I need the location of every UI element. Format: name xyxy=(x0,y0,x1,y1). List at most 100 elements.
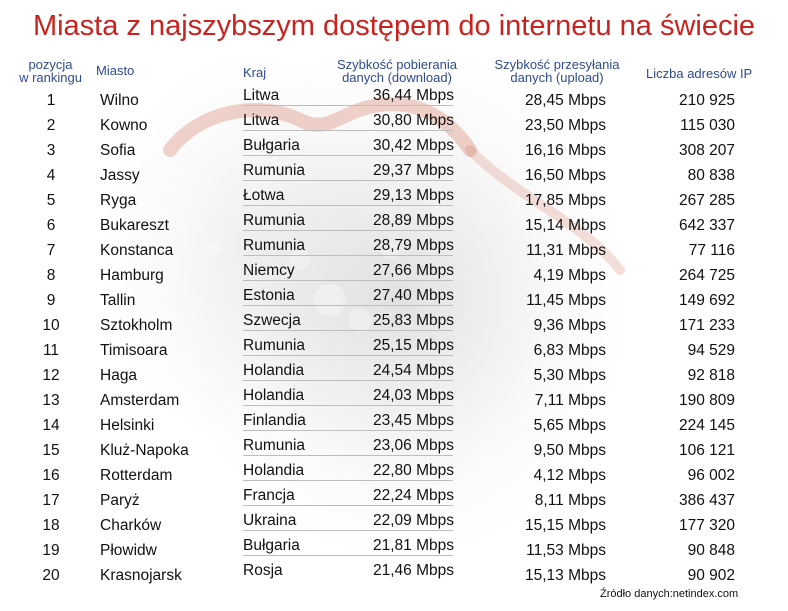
cell-city: Amsterdam xyxy=(100,392,180,409)
cell-country: Rosja xyxy=(243,562,283,579)
cell-ip-count: 190 809 xyxy=(678,392,735,409)
table-row: 12 Haga Holandia 24,54 Mbps 5,30 Mbps 92 818 xyxy=(0,362,788,388)
table-row: 3 Sofia Bułgaria 30,42 Mbps 16,16 Mbps 308 20… xyxy=(0,137,788,163)
table-row: 10 Sztokholm Szwecja 25,83 Mbps 9,36 Mbps 171… xyxy=(0,312,788,338)
row-divider xyxy=(243,255,453,256)
cell-ip-count: 267 285 xyxy=(678,192,735,209)
cell-position: 13 xyxy=(42,392,60,409)
row-divider xyxy=(243,480,453,481)
row-divider xyxy=(243,430,453,431)
row-divider xyxy=(243,230,453,231)
row-divider xyxy=(243,280,453,281)
cell-city: Rotterdam xyxy=(100,467,173,484)
cell-country: Bułgaria xyxy=(243,537,300,554)
cell-ip-count: 94 529 xyxy=(687,342,735,359)
cell-city: Helsinki xyxy=(100,417,155,434)
cell-ip-count: 171 233 xyxy=(678,317,735,334)
cell-download: 24,03 Mbps xyxy=(373,387,454,404)
cell-city: Kowno xyxy=(100,117,148,134)
table-row: 17 Paryż Francja 22,24 Mbps 8,11 Mbps 386 437 xyxy=(0,487,788,513)
cell-upload: 15,13 Mbps xyxy=(525,567,606,584)
cell-upload: 4,19 Mbps xyxy=(533,267,606,284)
cell-download: 36,44 Mbps xyxy=(373,87,454,104)
cell-country: Estonia xyxy=(243,287,295,304)
cell-country: Holandia xyxy=(243,362,305,379)
header-upload-line1: Szybkość przesyłania xyxy=(494,57,620,72)
cell-upload: 11,31 Mbps xyxy=(526,242,606,259)
cell-country: Francja xyxy=(243,487,295,504)
cell-upload: 28,45 Mbps xyxy=(525,92,606,109)
cell-position: 16 xyxy=(42,467,60,484)
cell-city: Sztokholm xyxy=(100,317,173,334)
cell-position: 4 xyxy=(46,167,56,184)
cell-position: 5 xyxy=(46,192,56,209)
cell-position: 8 xyxy=(46,267,56,284)
cell-download: 27,66 Mbps xyxy=(373,262,454,279)
table-row: 2 Kowno Litwa 30,80 Mbps 23,50 Mbps 115 030 xyxy=(0,112,788,138)
table-row: 9 Tallin Estonia 27,40 Mbps 11,45 Mbps 149 69… xyxy=(0,287,788,313)
header-position: pozycja w rankingu xyxy=(8,58,93,84)
cell-position: 17 xyxy=(42,492,60,509)
table-row: 13 Amsterdam Holandia 24,03 Mbps 7,11 Mbps 19… xyxy=(0,387,788,413)
cell-download: 30,42 Mbps xyxy=(373,137,454,154)
row-divider xyxy=(243,180,453,181)
cell-download: 25,15 Mbps xyxy=(373,337,454,354)
cell-upload: 23,50 Mbps xyxy=(525,117,606,134)
table-row: 8 Hamburg Niemcy 27,66 Mbps 4,19 Mbps 264 725 xyxy=(0,262,788,288)
header-ip: Liczba adresów IP xyxy=(646,66,753,81)
cell-city: Wilno xyxy=(100,92,139,109)
cell-download: 22,09 Mbps xyxy=(373,512,454,529)
cell-country: Litwa xyxy=(243,87,280,104)
cell-country: Bułgaria xyxy=(243,137,300,154)
cell-city: Sofia xyxy=(100,142,136,159)
cell-upload: 15,15 Mbps xyxy=(525,517,606,534)
cell-upload: 17,85 Mbps xyxy=(525,192,606,209)
cell-download: 29,13 Mbps xyxy=(373,187,454,204)
cell-ip-count: 92 818 xyxy=(687,367,735,384)
cell-upload: 5,65 Mbps xyxy=(533,417,606,434)
cell-download: 28,79 Mbps xyxy=(373,237,454,254)
header-position-line1: pozycja xyxy=(28,57,73,72)
source-note: Źródło danych:netindex.com xyxy=(600,588,739,600)
header-upload-line2: danych (upload) xyxy=(510,70,604,85)
cell-upload: 16,16 Mbps xyxy=(525,142,606,159)
cell-download: 21,46 Mbps xyxy=(373,562,454,579)
header-download-line2: danych (download) xyxy=(342,70,452,85)
page-title: Miasta z najszybszym dostępem do interne… xyxy=(32,10,756,42)
table-row: 19 Płowidw Bułgaria 21,81 Mbps 11,53 Mbps 90 … xyxy=(0,537,788,563)
cell-upload: 16,50 Mbps xyxy=(525,167,606,184)
cell-ip-count: 386 437 xyxy=(678,492,735,509)
cell-city: Hamburg xyxy=(100,267,164,284)
cell-country: Niemcy xyxy=(243,262,295,279)
cell-download: 25,83 Mbps xyxy=(373,312,454,329)
cell-city: Charków xyxy=(100,517,162,534)
cell-download: 27,40 Mbps xyxy=(373,287,454,304)
cell-country: Finlandia xyxy=(243,412,306,429)
cell-upload: 15,14 Mbps xyxy=(525,217,606,234)
row-divider xyxy=(243,130,453,131)
table-row: 6 Bukareszt Rumunia 28,89 Mbps 15,14 Mbps 642… xyxy=(0,212,788,238)
header-download: Szybkość pobierania danych (download) xyxy=(322,58,472,84)
cell-position: 6 xyxy=(46,217,56,234)
cell-city: Jassy xyxy=(100,167,140,184)
cell-city: Płowidw xyxy=(100,542,157,559)
cell-position: 15 xyxy=(42,442,60,459)
cell-city: Tallin xyxy=(100,292,136,309)
row-divider xyxy=(243,330,453,331)
cell-country: Łotwa xyxy=(243,187,285,204)
cell-download: 22,24 Mbps xyxy=(373,487,454,504)
header-city: Miasto xyxy=(96,63,135,78)
cell-ip-count: 96 002 xyxy=(687,467,735,484)
cell-upload: 5,30 Mbps xyxy=(533,367,606,384)
cell-download: 29,37 Mbps xyxy=(373,162,454,179)
cell-country: Rumunia xyxy=(243,212,306,229)
cell-upload: 6,83 Mbps xyxy=(533,342,606,359)
cell-ip-count: 77 116 xyxy=(688,242,735,259)
row-divider xyxy=(243,455,453,456)
cell-download: 21,81 Mbps xyxy=(373,537,454,554)
cell-country: Holandia xyxy=(243,387,305,404)
cell-ip-count: 642 337 xyxy=(678,217,735,234)
table-row: 11 Timisoara Rumunia 25,15 Mbps 6,83 Mbps 94 … xyxy=(0,337,788,363)
cell-ip-count: 90 902 xyxy=(687,567,735,584)
row-divider xyxy=(243,305,453,306)
